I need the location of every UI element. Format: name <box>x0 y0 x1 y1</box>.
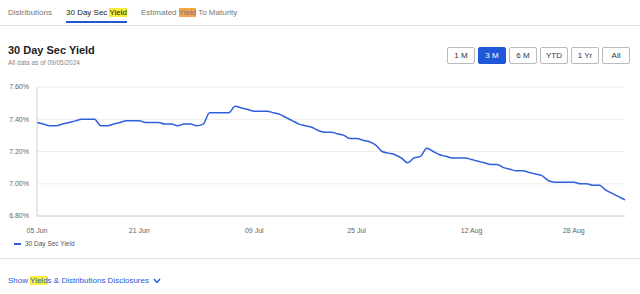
html-text:30 Day Sec Yield: 30 Day Sec Yield <box>8 44 95 56</box>
svg-text:7.40%: 7.40% <box>9 116 29 123</box>
html-text:30 Day Sec Yield: 30 Day Sec Yield <box>25 240 75 247</box>
svg-text:25 Jul: 25 Jul <box>347 227 366 234</box>
svg-text:6.80%: 6.80% <box>9 212 29 219</box>
svg-text:05 Jun: 05 Jun <box>26 227 47 234</box>
svg-text:21 Jun: 21 Jun <box>129 227 150 234</box>
html-text:YTD: YTD <box>546 51 562 60</box>
html-text:3 M: 3 M <box>485 51 499 60</box>
html-text:Estimated Yield To Maturity: Estimated Yield To Maturity <box>141 8 238 17</box>
html-text:1 Yr: 1 Yr <box>577 51 593 60</box>
html-text:Show Yield s & Distributions D: Show Yield s & Distributions Disclosures <box>8 276 149 285</box>
html-text:6 M: 6 M <box>516 51 530 60</box>
svg-text:28 Aug: 28 Aug <box>563 227 585 235</box>
svg-text:12 Aug: 12 Aug <box>461 227 483 235</box>
html-text:30 Day Sec Yield: 30 Day Sec Yield <box>66 8 127 17</box>
svg-text:7.20%: 7.20% <box>9 148 29 155</box>
html-text:Distributions: Distributions <box>8 8 52 17</box>
html-text:1 M: 1 M <box>454 51 468 60</box>
svg-text:09 Jul: 09 Jul <box>245 227 264 234</box>
html-text:All data as of 09/05/2024: All data as of 09/05/2024 <box>8 59 80 66</box>
svg-text:7.60%: 7.60% <box>9 83 29 90</box>
html-text:All: All <box>611 51 621 60</box>
svg-text:7.00%: 7.00% <box>9 180 29 187</box>
